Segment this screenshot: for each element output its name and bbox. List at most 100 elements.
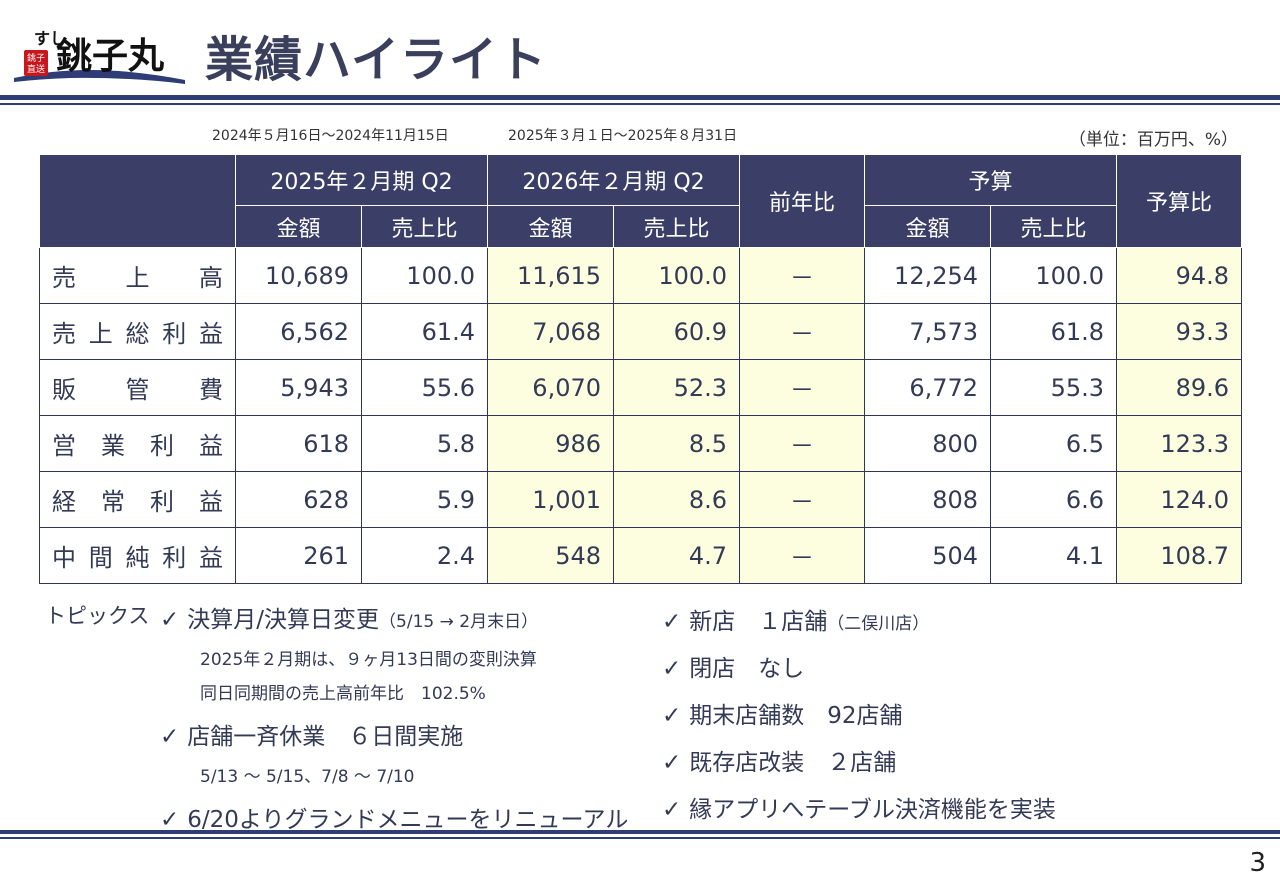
cell-yoy: － (739, 415, 866, 472)
cell-yoy: － (739, 527, 866, 584)
table-row: 売 上 総 利 益 6,562 61.4 7,068 60.9 － 7,573 61.8 93.… (39, 303, 1243, 360)
topic-text: 閉店 なし (689, 656, 805, 682)
cell-b-ratio: 94.8 (1116, 247, 1243, 304)
table-row: 販 管 費 5,943 55.6 6,070 52.3 － 6,772 55.3 89.6 (39, 359, 1243, 416)
cell-p-amt: 10,689 (235, 247, 362, 304)
cell-b-ratio: 93.3 (1116, 303, 1243, 360)
header-yoy: 前年比 (739, 154, 866, 248)
footer-rule-thick (0, 830, 1280, 834)
table-row: 経 常 利 益 628 5.9 1,001 8.6 － 808 6.6 124.0 (39, 471, 1243, 528)
svg-text:直送: 直送 (27, 63, 45, 75)
cell-c-rat: 8.5 (613, 415, 741, 472)
topic-text: 縁アプリへテーブル決済機能を実装 (689, 797, 1056, 823)
topic-left-2: ✓ 店舗一斉休業 ６日間実施 (160, 717, 463, 751)
svg-text:銚子: 銚子 (27, 52, 45, 64)
topic-note: （5/15 → 2月末日） (379, 612, 539, 632)
cell-b-amt: 800 (864, 415, 992, 472)
cell-c-amt: 548 (487, 527, 615, 584)
cell-b-ratio: 124.0 (1116, 471, 1243, 528)
cell-b-ratio: 108.7 (1116, 527, 1243, 584)
topic-right-1: ✓ 新店 １店舗（二俣川店） (662, 602, 929, 636)
cell-c-rat: 4.7 (613, 527, 741, 584)
header-rule-thick (0, 95, 1280, 100)
cell-b-amt: 12,254 (864, 247, 992, 304)
cell-c-amt: 986 (487, 415, 615, 472)
topic-right-5: ✓ 縁アプリへテーブル決済機能を実装 (662, 790, 1056, 824)
subheader-amount: 金額 (864, 205, 992, 248)
header-budget-ratio: 予算比 (1116, 154, 1243, 248)
topics-label: トピックス (45, 604, 150, 628)
topic-right-2: ✓ 閉店 なし (662, 649, 804, 683)
cell-c-rat: 8.6 (613, 471, 741, 528)
topic-sub: 2025年２月期は、９ヶ月13日間の変則決算 (200, 650, 537, 670)
table-row: 営 業 利 益 618 5.8 986 8.5 － 800 6.5 123.3 (39, 415, 1243, 472)
table-row: 売 上 高 10,689 100.0 11,615 100.0 － 12,254 100.0 9… (39, 247, 1243, 304)
topic-sub: 同日同期間の売上高前年比 102.5% (200, 684, 486, 704)
check-icon: ✓ (662, 656, 682, 682)
row-label: 売 上 高 (39, 247, 236, 304)
cell-b-ratio: 89.6 (1116, 359, 1243, 416)
topic-right-3: ✓ 期末店舗数 92店舗 (662, 696, 903, 730)
cell-p-rat: 55.6 (360, 359, 489, 416)
subheader-ratio: 売上比 (360, 205, 489, 248)
cell-b-rat: 6.5 (990, 415, 1118, 472)
header-prev-period: 2025年２月期 Q2 (234, 154, 489, 206)
topic-text: 新店 １店舗 (689, 609, 828, 635)
cell-c-rat: 52.3 (613, 359, 741, 416)
cell-yoy: － (739, 303, 866, 360)
check-icon: ✓ (662, 609, 682, 635)
row-label: 中 間 純 利 益 (39, 527, 236, 584)
cell-b-rat: 61.8 (990, 303, 1118, 360)
row-label: 売 上 総 利 益 (39, 303, 236, 360)
topic-text: 期末店舗数 92店舗 (689, 703, 903, 729)
cell-c-rat: 60.9 (613, 303, 741, 360)
cell-b-rat: 4.1 (990, 527, 1118, 584)
cell-b-amt: 6,772 (864, 359, 992, 416)
cell-b-amt: 7,573 (864, 303, 992, 360)
topic-text: 6/20よりグランドメニューをリニューアル (187, 807, 629, 833)
cell-yoy: － (739, 247, 866, 304)
period-curr: 2025年３月１日～2025年８月31日 (508, 128, 738, 144)
cell-p-rat: 100.0 (360, 247, 489, 304)
topic-text: 決算月/決算日変更 (187, 607, 380, 633)
row-label: 営 業 利 益 (39, 415, 236, 472)
check-icon: ✓ (160, 607, 180, 633)
header-budget: 予算 (864, 154, 1118, 206)
subheader-amount: 金額 (487, 205, 615, 248)
header-rule-thin (0, 103, 1280, 105)
cell-p-rat: 5.9 (360, 471, 489, 528)
page-number: 3 (1249, 848, 1266, 878)
cell-c-rat: 100.0 (613, 247, 741, 304)
period-prev: 2024年５月16日～2024年11月15日 (212, 128, 449, 144)
cell-b-ratio: 123.3 (1116, 415, 1243, 472)
footer-rule-thin (0, 837, 1280, 839)
cell-p-amt: 5,943 (235, 359, 362, 416)
company-logo: 銚子 直送 すし 銚子丸 (10, 22, 190, 86)
header-blank (39, 154, 236, 248)
cell-p-rat: 61.4 (360, 303, 489, 360)
topic-note: （二俣川店） (827, 614, 930, 634)
subheader-ratio: 売上比 (990, 205, 1118, 248)
cell-b-amt: 504 (864, 527, 992, 584)
cell-c-amt: 11,615 (487, 247, 615, 304)
page-title: 業績ハイライト (205, 32, 548, 88)
topic-right-4: ✓ 既存店改装 ２店舗 (662, 743, 896, 777)
svg-text:銚子丸: 銚子丸 (56, 35, 164, 77)
cell-p-rat: 5.8 (360, 415, 489, 472)
row-label: 経 常 利 益 (39, 471, 236, 528)
topic-left-1: ✓ 決算月/決算日変更（5/15 → 2月末日） (160, 600, 538, 634)
cell-p-amt: 6,562 (235, 303, 362, 360)
header-curr-period: 2026年２月期 Q2 (487, 154, 741, 206)
cell-b-rat: 6.6 (990, 471, 1118, 528)
check-icon: ✓ (160, 724, 180, 750)
topic-left-3: ✓ 6/20よりグランドメニューをリニューアル (160, 800, 628, 834)
cell-p-amt: 261 (235, 527, 362, 584)
topic-sub: 5/13 ～ 5/15、7/8 ～ 7/10 (200, 767, 415, 787)
check-icon: ✓ (662, 703, 682, 729)
cell-p-amt: 628 (235, 471, 362, 528)
check-icon: ✓ (662, 797, 682, 823)
cell-yoy: － (739, 359, 866, 416)
cell-c-amt: 1,001 (487, 471, 615, 528)
cell-b-rat: 55.3 (990, 359, 1118, 416)
cell-c-amt: 7,068 (487, 303, 615, 360)
